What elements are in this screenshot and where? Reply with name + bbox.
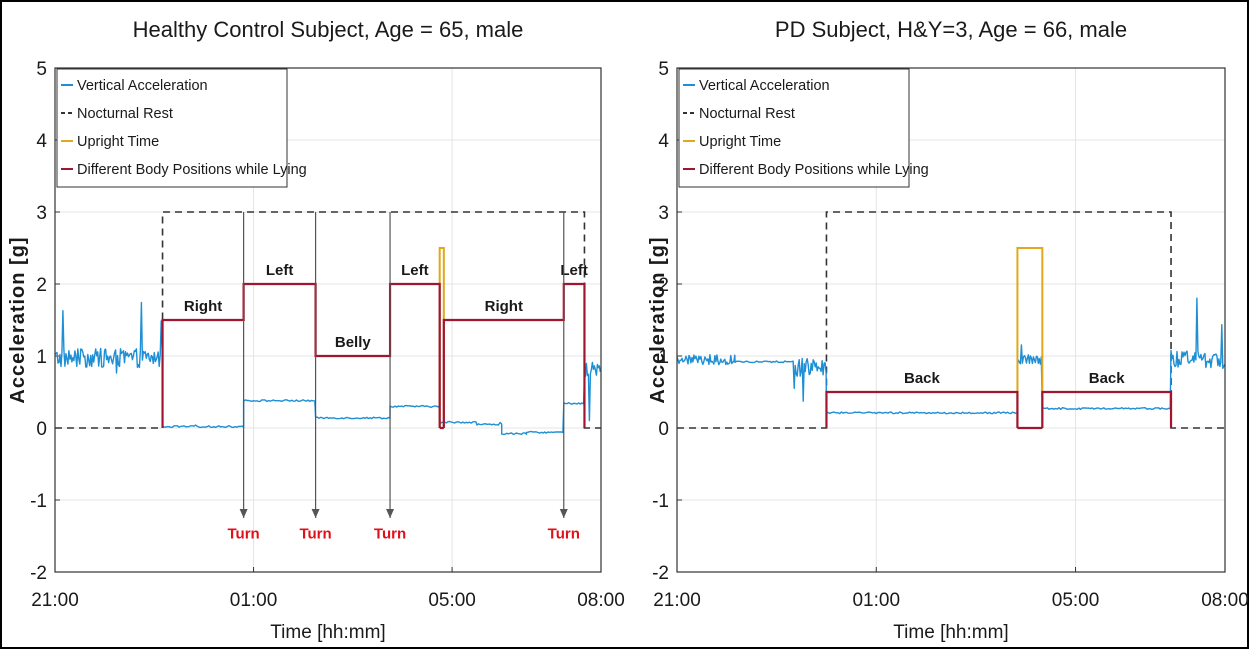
y-tick-label: -2 bbox=[30, 563, 47, 584]
y-tick-label: 2 bbox=[658, 275, 669, 296]
x-tick-label: 01:00 bbox=[852, 590, 900, 611]
legend-entry-label: Different Body Positions while Lying bbox=[699, 162, 929, 178]
legend-entry-label: Vertical Acceleration bbox=[77, 78, 208, 94]
y-tick-label: -1 bbox=[652, 491, 669, 512]
legend-entry-label: Nocturnal Rest bbox=[699, 106, 795, 122]
chart-panel-healthy-control: Healthy Control Subject, Age = 65, male T… bbox=[7, 17, 625, 643]
y-tick-label: 5 bbox=[36, 59, 47, 80]
y-tick-label: 2 bbox=[36, 275, 47, 296]
turn-label: Turn bbox=[299, 525, 331, 542]
body-position-label: Left bbox=[401, 262, 429, 279]
body-position-label: Left bbox=[266, 262, 294, 279]
x-axis-label: Time [hh:mm] bbox=[893, 622, 1008, 643]
series-vertical-acceleration-line bbox=[676, 297, 1226, 415]
y-tick-label: 0 bbox=[36, 419, 47, 440]
y-tick-label: 4 bbox=[36, 131, 47, 152]
y-tick-label: 5 bbox=[658, 59, 669, 80]
y-axis-label: Acceleration [g] bbox=[7, 236, 29, 403]
legend-entry-label: Different Body Positions while Lying bbox=[77, 162, 307, 178]
x-tick-label: 05:00 bbox=[1052, 590, 1100, 611]
x-tick-label: 21:00 bbox=[31, 590, 79, 611]
turn-arrow-head bbox=[239, 509, 248, 518]
y-tick-label: 1 bbox=[36, 347, 47, 368]
plot-frame bbox=[54, 67, 602, 573]
plot-frame bbox=[676, 67, 1226, 573]
turn-arrow-head bbox=[559, 509, 568, 518]
x-tick-label: 05:00 bbox=[428, 590, 476, 611]
body-position-label: Belly bbox=[335, 334, 372, 351]
series-nocturnal-rest-line bbox=[55, 211, 601, 429]
y-tick-label: 4 bbox=[658, 131, 669, 152]
legend-entry-label: Upright Time bbox=[77, 134, 159, 150]
turn-label: Turn bbox=[228, 525, 260, 542]
series-upright-time-window bbox=[1016, 247, 1044, 428]
body-position-label: Left bbox=[560, 262, 588, 279]
body-position-label: Right bbox=[485, 298, 523, 315]
turn-arrow-head bbox=[311, 509, 320, 518]
legend-entry-label: Nocturnal Rest bbox=[77, 106, 173, 122]
chart-title: PD Subject, H&Y=3, Age = 66, male bbox=[775, 17, 1127, 42]
body-position-label: Back bbox=[904, 370, 941, 387]
legend-entry-label: Upright Time bbox=[699, 134, 781, 150]
chart-legend: Vertical Acceleration Nocturnal Rest Uprig… bbox=[678, 68, 929, 188]
turn-label: Turn bbox=[374, 525, 406, 542]
legend-entry-label: Vertical Acceleration bbox=[699, 78, 830, 94]
body-position-label: Back bbox=[1089, 370, 1126, 387]
x-tick-label: 21:00 bbox=[653, 590, 701, 611]
turn-label: Turn bbox=[548, 525, 580, 542]
y-tick-label: 3 bbox=[658, 203, 669, 224]
series-vertical-acceleration-line bbox=[54, 301, 601, 436]
legend-box bbox=[678, 68, 910, 188]
chart-legend: Vertical Acceleration Nocturnal Rest Uprig… bbox=[56, 68, 307, 188]
y-axis-label: Acceleration [g] bbox=[647, 236, 669, 403]
series-nocturnal-rest-line bbox=[677, 211, 1225, 429]
y-tick-label: -2 bbox=[652, 563, 669, 584]
x-tick-label: 08:00 bbox=[577, 590, 625, 611]
y-tick-label: 1 bbox=[658, 347, 669, 368]
turn-arrow-head bbox=[386, 509, 395, 518]
y-tick-label: -1 bbox=[30, 491, 47, 512]
body-position-label: Right bbox=[184, 298, 222, 315]
y-tick-label: 0 bbox=[658, 419, 669, 440]
x-axis-label: Time [hh:mm] bbox=[270, 622, 385, 643]
chart-panel-pd-subject: PD Subject, H&Y=3, Age = 66, male Time [h… bbox=[647, 17, 1249, 643]
series-body-position-line bbox=[825, 390, 1173, 430]
y-tick-label: 3 bbox=[36, 203, 47, 224]
legend-box bbox=[56, 68, 288, 188]
x-tick-label: 08:00 bbox=[1201, 590, 1249, 611]
chart-title: Healthy Control Subject, Age = 65, male bbox=[133, 17, 524, 42]
x-tick-label: 01:00 bbox=[230, 590, 278, 611]
